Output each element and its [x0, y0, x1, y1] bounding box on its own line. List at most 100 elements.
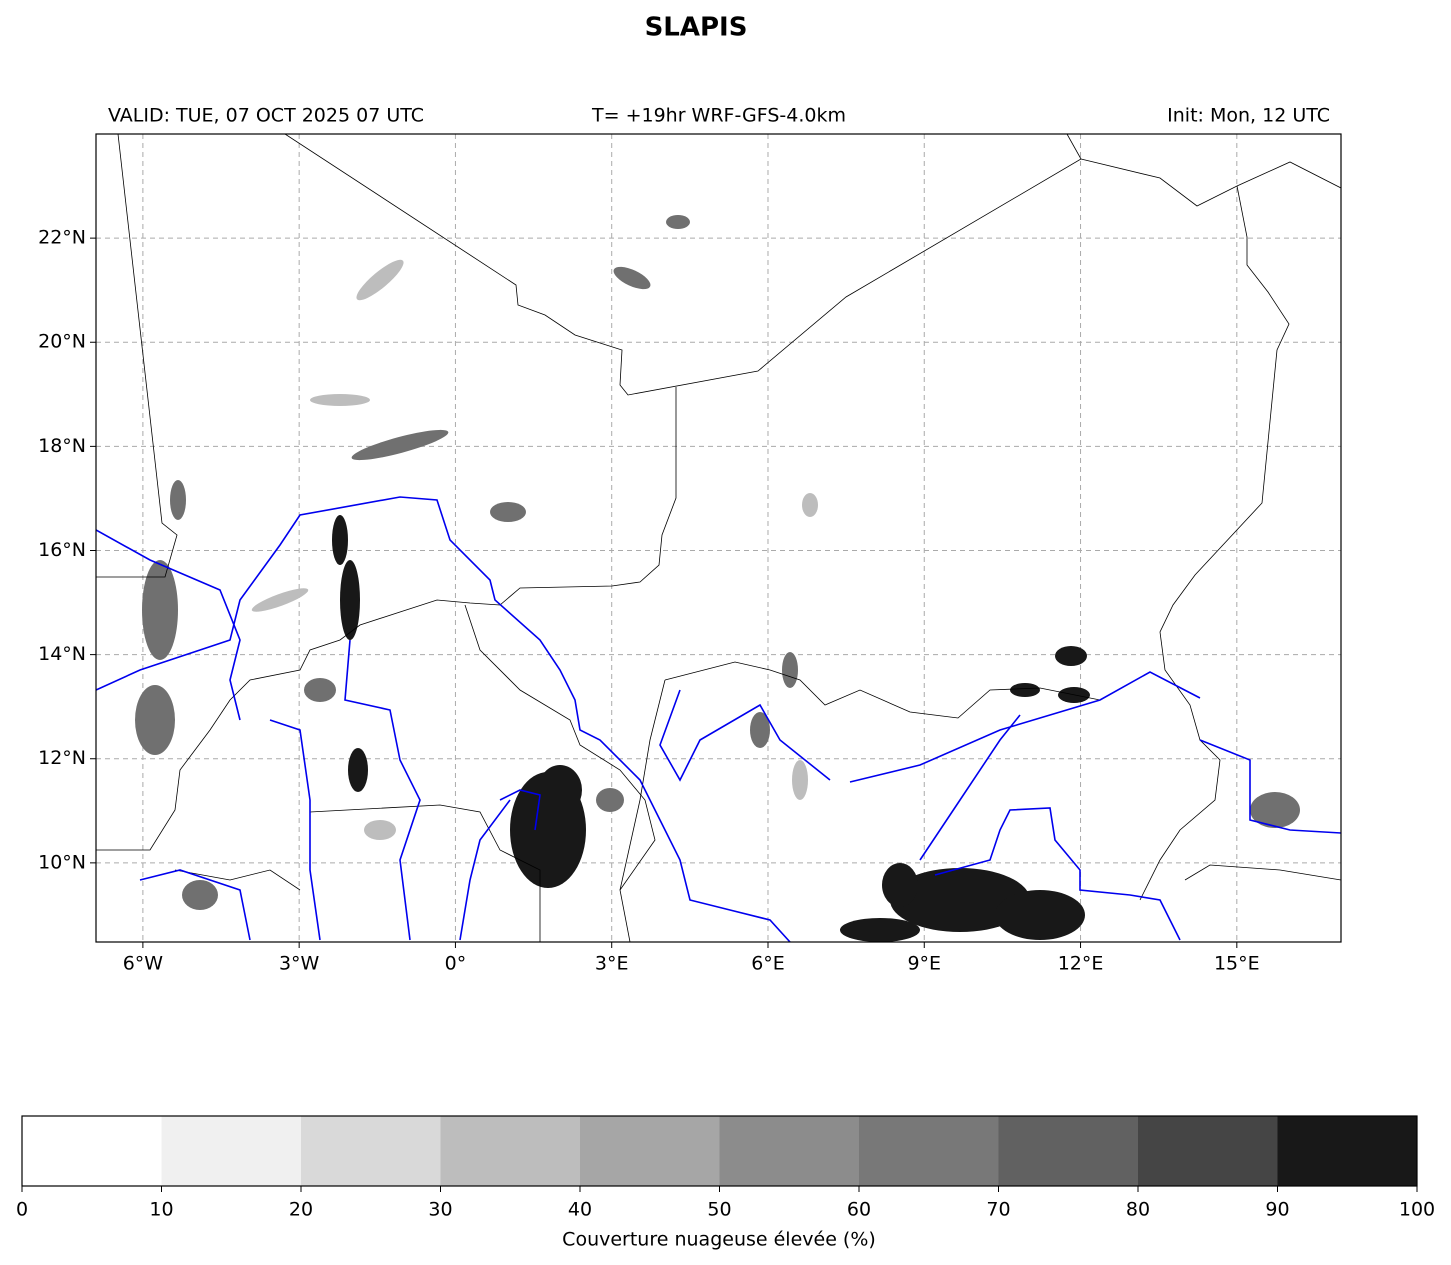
y-tick-label: 14°N [38, 643, 86, 665]
cloud [1010, 683, 1040, 697]
x-tick-label: 6°W [123, 953, 164, 975]
colorbar-tick-label: 80 [1126, 1199, 1150, 1221]
colorbar-tick-label: 90 [1265, 1199, 1289, 1221]
grid [96, 134, 1341, 942]
y-tick-label: 16°N [38, 539, 86, 561]
colorbar-bin [161, 1116, 301, 1186]
colorbar-bin [998, 1116, 1138, 1186]
run-info: T= +19hr WRF-GFS-4.0km [591, 105, 846, 127]
border [96, 134, 178, 578]
cloud [182, 880, 218, 910]
borders [96, 134, 1341, 942]
rivers [96, 496, 1341, 942]
colorbar-bin [580, 1116, 720, 1186]
river [269, 719, 321, 941]
cloud [613, 266, 651, 290]
init-time: Init: Mon, 12 UTC [1167, 105, 1330, 127]
colorbar-tick-label: 10 [149, 1199, 173, 1221]
colorbar-bin [22, 1116, 162, 1186]
border [664, 661, 1151, 719]
colorbar-bin [440, 1116, 580, 1186]
y-tick-label: 18°N [38, 435, 86, 457]
river [96, 496, 791, 942]
colorbar-tick-label: 60 [847, 1199, 871, 1221]
border [1080, 158, 1341, 207]
map-frame [95, 133, 1342, 943]
colorbar-bin [719, 1116, 859, 1186]
x-tick-label: 9°E [907, 953, 941, 975]
river [919, 714, 1021, 861]
river [1199, 739, 1341, 834]
river [849, 671, 1201, 783]
river [459, 799, 511, 941]
cloud [304, 678, 336, 702]
cloud [356, 259, 404, 301]
cloud [310, 394, 370, 406]
river [499, 789, 541, 831]
border [464, 604, 656, 942]
colorbar-bin [1277, 1116, 1417, 1186]
cloud [1250, 792, 1300, 828]
border [619, 679, 666, 891]
clouds [135, 215, 1300, 942]
cloud [782, 652, 798, 688]
cloud [882, 863, 918, 907]
border [1184, 864, 1341, 881]
y-tick-label: 22°N [38, 227, 86, 249]
cloud [995, 890, 1085, 940]
border [309, 804, 541, 942]
border [1139, 185, 1290, 901]
colorbar [22, 1116, 1417, 1186]
colorbar-tick-label: 20 [289, 1199, 313, 1221]
cloud [890, 868, 1030, 932]
river [934, 807, 1181, 941]
river [344, 639, 421, 941]
colorbar-bin [859, 1116, 999, 1186]
border [284, 134, 1082, 396]
colorbar-tick-label: 30 [428, 1199, 452, 1221]
colorbar-bin [301, 1116, 441, 1186]
cloud [490, 502, 526, 522]
cloud [596, 788, 624, 812]
y-tick-label: 10°N [38, 851, 86, 873]
x-tick-label: 0° [445, 953, 467, 975]
x-tick-label: 3°W [279, 953, 320, 975]
river [659, 689, 831, 782]
x-tick-label: 15°E [1214, 953, 1260, 975]
valid-time: VALID: TUE, 07 OCT 2025 07 UTC [108, 105, 424, 127]
colorbar-tick-label: 50 [707, 1199, 731, 1221]
colorbar-label: Couverture nuageuse élevée (%) [562, 1229, 876, 1251]
cloud [538, 765, 582, 815]
cloud [351, 429, 449, 461]
cloud [251, 588, 309, 612]
x-tick-label: 3°E [595, 953, 629, 975]
river [96, 529, 241, 721]
colorbar-tick-label: 40 [568, 1199, 592, 1221]
x-tick-label: 6°E [751, 953, 785, 975]
cloud [142, 560, 178, 660]
cloud [792, 760, 808, 800]
title: SLAPIS [645, 13, 748, 43]
cloud [750, 712, 770, 748]
cloud [802, 493, 818, 517]
cloud [170, 480, 186, 520]
cloud [364, 820, 396, 840]
cloud [1055, 646, 1087, 666]
river [139, 869, 251, 941]
y-tick-label: 20°N [38, 331, 86, 353]
colorbar-tick-label: 0 [16, 1199, 28, 1221]
map-layers [96, 134, 1341, 942]
cloud [348, 748, 368, 792]
cloud [135, 685, 175, 755]
cloud [666, 215, 690, 229]
colorbar-tick-label: 70 [986, 1199, 1010, 1221]
cloud [332, 515, 348, 565]
colorbar-tick-label: 100 [1399, 1199, 1435, 1221]
border [174, 869, 301, 891]
cloud [840, 918, 920, 942]
y-tick-label: 12°N [38, 747, 86, 769]
colorbar-bin [1138, 1116, 1278, 1186]
cloud [340, 560, 360, 640]
x-tick-label: 12°E [1058, 953, 1104, 975]
